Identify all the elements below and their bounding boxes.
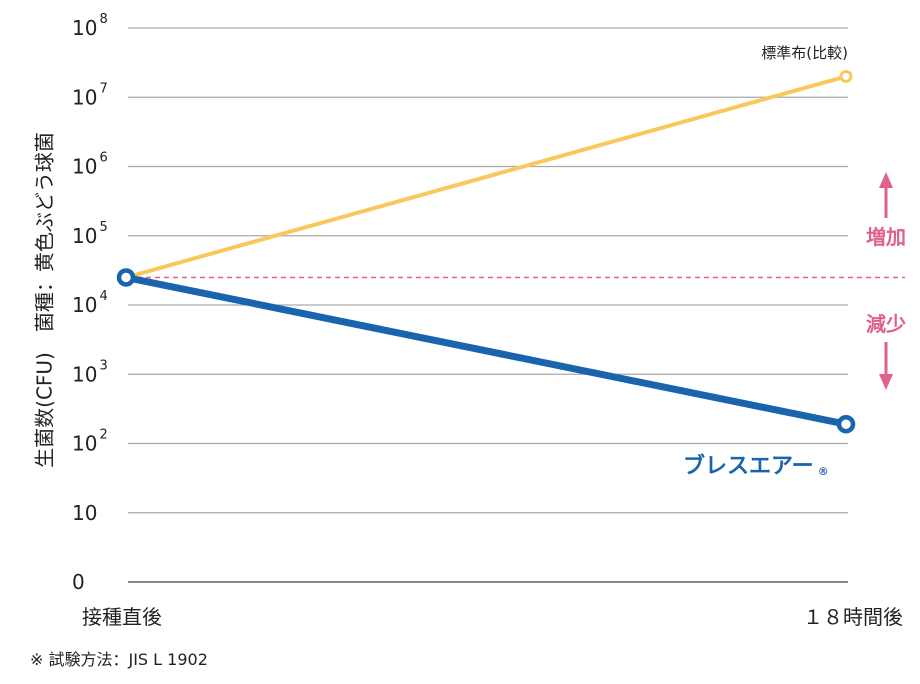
y-tick-label: 10 3 bbox=[72, 358, 108, 386]
registered-mark: ® bbox=[818, 465, 829, 478]
y-tick-label: 10 7 bbox=[72, 81, 108, 109]
y-tick-base: 0 bbox=[72, 570, 85, 594]
y-tick-base: 10 bbox=[72, 501, 97, 525]
y-axis-label: 生菌数(CFU) 菌種：黄色ぶどう球菌 bbox=[33, 132, 57, 468]
y-tick-label: 10 6 bbox=[72, 151, 108, 179]
y-tick-exponent: 5 bbox=[99, 220, 107, 235]
data-point-breathair-start bbox=[116, 268, 136, 287]
series-label-standard-cloth: 標準布(比較) bbox=[761, 44, 848, 62]
y-tick-base: 10 bbox=[72, 155, 97, 179]
y-tick-exponent: 2 bbox=[99, 428, 107, 443]
data-point-standard-cloth-18h bbox=[839, 69, 853, 83]
annotation-decrease: 減少 bbox=[866, 312, 906, 336]
y-tick-label: 10 5 bbox=[72, 220, 108, 248]
y-tick-base: 10 bbox=[72, 85, 97, 109]
footnote: ※ 試験方法：JIS L 1902 bbox=[30, 650, 208, 669]
y-tick-base: 10 bbox=[72, 432, 97, 456]
y-tick-base: 10 bbox=[72, 362, 97, 386]
series-label-breathair: ブレスエアー ® bbox=[683, 453, 829, 479]
y-tick-label: 10 2 bbox=[72, 428, 108, 456]
series-line-breathair bbox=[122, 273, 850, 428]
arrow-layer bbox=[879, 172, 893, 390]
y-tick-exponent: 7 bbox=[99, 81, 107, 96]
y-tick-exponent: 4 bbox=[99, 289, 107, 304]
y-tick-base: 10 bbox=[72, 293, 97, 317]
series-layer bbox=[116, 69, 856, 434]
arrow-decrease-head bbox=[879, 374, 893, 390]
y-tick-base: 10 bbox=[72, 224, 97, 248]
data-point-breathair-18h bbox=[836, 414, 856, 434]
grid-layer bbox=[128, 27, 848, 583]
x-tick-label-end: １８時間後 bbox=[803, 605, 903, 629]
annotation-increase: 増加 bbox=[866, 225, 906, 249]
y-tick-label: 10 8 bbox=[72, 12, 108, 40]
x-tick-label-start: 接種直後 bbox=[82, 605, 162, 629]
y-tick-exponent: 6 bbox=[99, 151, 107, 166]
y-tick-label: 10 bbox=[72, 501, 97, 525]
y-tick-base: 10 bbox=[72, 16, 97, 40]
label-layer: 生菌数(CFU) 菌種：黄色ぶどう球菌 接種直後 １８時間後 標準布(比較) ブ… bbox=[30, 44, 906, 669]
arrow-increase-head bbox=[879, 172, 893, 188]
series-name-breathair: ブレスエアー bbox=[683, 453, 814, 479]
y-tick-label: 10 4 bbox=[72, 289, 108, 317]
y-tick-exponent: 8 bbox=[99, 12, 107, 27]
y-tick-label: 0 bbox=[72, 570, 85, 594]
series-line-standard-cloth bbox=[124, 74, 848, 280]
y-tick-exponent: 3 bbox=[99, 358, 107, 373]
